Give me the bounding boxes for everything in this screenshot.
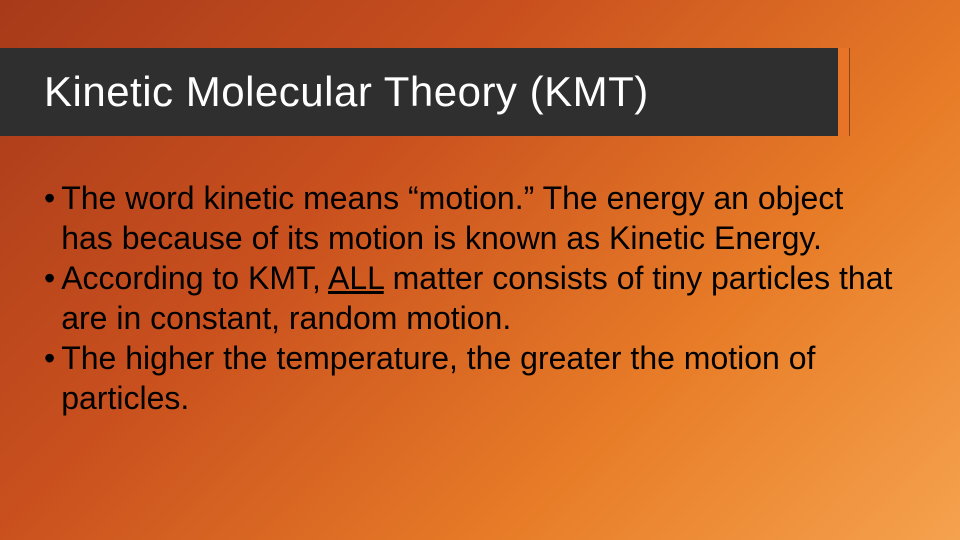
body-area: • The word kinetic means “motion.” The e… — [44, 178, 902, 418]
bullet-icon: • — [44, 338, 55, 378]
title-bar: Kinetic Molecular Theory (KMT) — [0, 48, 838, 136]
bullet-icon: • — [44, 178, 55, 218]
bullet-icon: • — [44, 258, 55, 298]
accent-strip — [838, 48, 850, 136]
bullet-item: • The higher the temperature, the greate… — [44, 338, 902, 418]
bullet-item: • According to KMT, ALL matter consists … — [44, 258, 902, 338]
bullet-item: • The word kinetic means “motion.” The e… — [44, 178, 902, 258]
bullet-pre: The higher the temperature, the greater … — [61, 340, 815, 416]
bullet-emph: ALL — [328, 260, 384, 296]
bullet-text: The word kinetic means “motion.” The ene… — [61, 178, 902, 258]
slide-title: Kinetic Molecular Theory (KMT) — [44, 68, 649, 116]
slide: Kinetic Molecular Theory (KMT) • The wor… — [0, 0, 960, 540]
bullet-pre: According to KMT, — [61, 260, 328, 296]
bullet-pre: The word kinetic means “motion.” The ene… — [61, 180, 843, 256]
bullet-text: The higher the temperature, the greater … — [61, 338, 902, 418]
bullet-text: According to KMT, ALL matter consists of… — [61, 258, 902, 338]
